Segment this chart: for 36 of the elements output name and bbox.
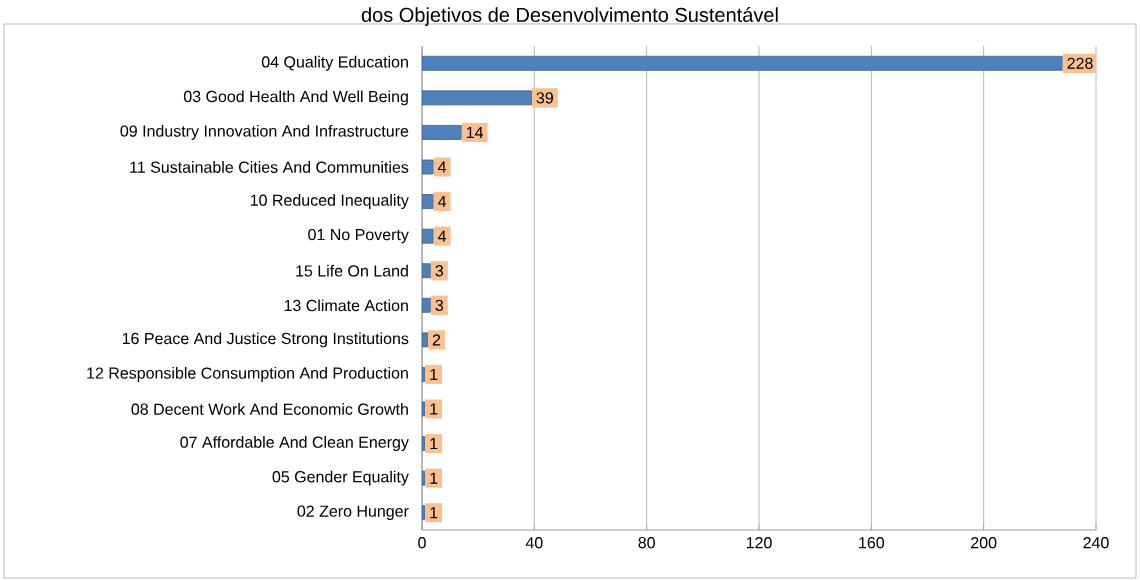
y-tick-label: 10 Reduced Inequality [250, 194, 409, 210]
y-tick-label: 12 Responsible Consumption And Production [87, 366, 408, 382]
data-label: 228 [1067, 57, 1093, 69]
y-tick-label: 01 No Poverty [308, 228, 409, 244]
data-label: 1 [430, 472, 438, 484]
data-label: 3 [435, 299, 444, 311]
y-tick-label: 04 Quality Education [261, 55, 408, 71]
y-tick-label: 16 Peace And Justice Strong Institutions [122, 332, 409, 348]
data-label: 3 [435, 265, 444, 277]
x-tick-label: 0 [418, 537, 426, 549]
data-label: 1 [430, 438, 438, 450]
data-label: 4 [438, 161, 447, 173]
data-label: 4 [438, 230, 447, 242]
y-tick-label: 08 Decent Work And Economic Growth [131, 403, 408, 415]
data-label: 1 [430, 403, 438, 415]
data-label: 2 [432, 334, 441, 346]
y-tick-label: 02 Zero Hunger [297, 505, 409, 520]
chart-title: dos Objetivos de Desenvolvimento Sustentável [361, 7, 778, 26]
y-tick-label: 07 Affordable And Clean Energy [180, 436, 409, 452]
data-label: 39 [536, 92, 553, 104]
data-label: 1 [430, 368, 438, 380]
y-tick-label: 05 Gender Equality [272, 470, 409, 486]
data-label: 4 [438, 196, 447, 208]
x-tick-label: 200 [971, 537, 997, 549]
y-tick-label: 09 Industry Innovation And Infrastructure [120, 124, 409, 140]
x-tick-label: 120 [746, 537, 772, 549]
y-tick-label: 03 Good Health And Well Being [183, 90, 408, 106]
x-tick-label: 40 [525, 537, 543, 549]
data-label: 1 [430, 507, 438, 519]
y-tick-label: 15 Life On Land [296, 264, 408, 277]
x-tick-label: 240 [1083, 537, 1109, 549]
y-tick-label: 13 Climate Action [284, 299, 408, 312]
data-label: 14 [466, 126, 484, 138]
x-tick-label: 80 [638, 537, 655, 549]
x-tick-label: 160 [859, 537, 885, 549]
y-tick-label: 11 Sustainable Cities And Communities [130, 161, 409, 173]
